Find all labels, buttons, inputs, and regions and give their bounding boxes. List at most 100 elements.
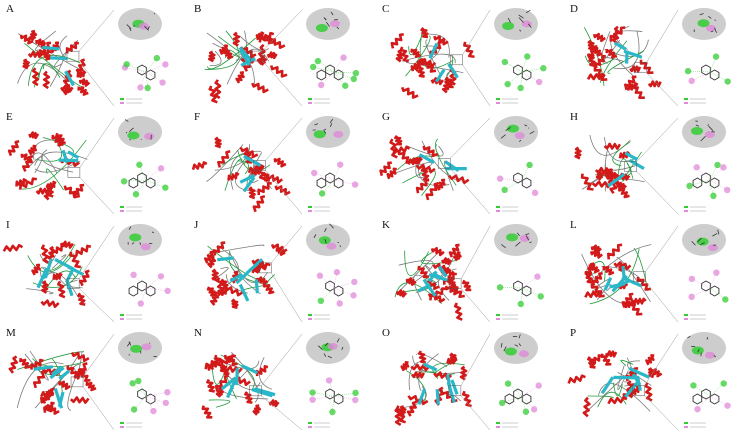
panel-e: E: [2, 110, 190, 218]
zoom-line-bottom: [262, 60, 303, 107]
protein-cartoon: [581, 243, 652, 316]
protein-cartoon: [191, 136, 291, 213]
docking-view: [2, 326, 190, 434]
zoom-line-top: [646, 9, 679, 63]
panel-f: F: [190, 110, 378, 218]
zoom-line-top: [82, 333, 115, 378]
panel-p: P: [566, 326, 754, 434]
interaction-diagram: [308, 268, 358, 320]
panel-label: G: [382, 111, 390, 123]
panel-label: O: [382, 327, 390, 339]
panel-label: H: [570, 111, 578, 123]
zoom-line-bottom: [460, 395, 491, 431]
zoom-line-top: [261, 333, 303, 386]
panel-label: B: [194, 3, 202, 15]
binding-pocket-box: [634, 62, 647, 73]
protein-cartoon: [583, 25, 662, 99]
interaction-diagram: [684, 269, 729, 320]
zoom-line-bottom: [79, 177, 115, 215]
pocket-surface: [494, 224, 538, 256]
zoom-line-bottom: [645, 281, 679, 323]
binding-pocket-box: [624, 161, 637, 172]
zoom-line-top: [79, 117, 115, 168]
panel-i: I: [2, 218, 190, 326]
panel-c: C: [378, 2, 566, 110]
panel-label: C: [382, 3, 390, 15]
interaction-diagram: [120, 161, 169, 212]
binding-pocket-box: [632, 385, 645, 396]
protein-cartoon: [204, 30, 288, 104]
binding-pocket-box: [448, 278, 462, 290]
binding-pocket-box: [450, 54, 463, 66]
zoom-line-top: [462, 9, 491, 55]
docking-view: [2, 218, 190, 326]
zoom-line-top: [262, 9, 303, 52]
binding-pocket-box: [633, 271, 646, 282]
protein-cartoon: [394, 350, 472, 427]
zoom-line-top: [271, 225, 303, 264]
binding-pocket-box: [253, 160, 266, 171]
pocket-surface: [494, 332, 538, 364]
zoom-line-bottom: [271, 272, 303, 323]
zoom-line-bottom: [646, 72, 679, 107]
docking-view: [378, 110, 566, 218]
panel-label: N: [194, 327, 202, 339]
panel-n: N: [190, 326, 378, 434]
binding-pocket-box: [66, 278, 80, 289]
zoom-line-bottom: [78, 288, 115, 323]
pocket-surface: [306, 223, 350, 256]
docking-view: [378, 218, 566, 326]
zoom-line-top: [645, 225, 679, 272]
interaction-diagram: [684, 53, 731, 104]
panel-h: H: [566, 110, 754, 218]
interaction-diagram: [496, 273, 544, 320]
zoom-line-top: [265, 117, 303, 161]
protein-cartoon: [8, 350, 97, 415]
docking-view: [566, 2, 754, 110]
panel-o: O: [378, 326, 566, 434]
zoom-line-bottom: [636, 171, 679, 215]
pocket-surface: [682, 332, 726, 364]
docking-view: [566, 218, 754, 326]
panel-label: L: [570, 219, 577, 231]
docking-view: [566, 326, 754, 434]
binding-pocket-box: [437, 158, 451, 169]
protein-cartoon: [2, 240, 92, 309]
interaction-diagram: [308, 161, 359, 212]
protein-cartoon: [567, 350, 663, 418]
pocket-surface: [682, 116, 726, 148]
interaction-diagram: [120, 377, 171, 428]
docking-view: [190, 218, 378, 326]
panel-g: G: [378, 110, 566, 218]
zoom-line-bottom: [460, 288, 491, 323]
binding-pocket-box: [67, 167, 81, 178]
interaction-diagram: [120, 271, 171, 320]
zoom-line-bottom: [462, 64, 491, 107]
pocket-surface: [118, 8, 162, 40]
panel-label: I: [6, 219, 10, 231]
protein-cartoon: [17, 29, 91, 96]
panel-label: M: [6, 327, 16, 339]
zoom-line-top: [450, 117, 491, 159]
protein-cartoon: [394, 243, 472, 321]
docking-view: [190, 110, 378, 218]
protein-cartoon: [390, 27, 475, 99]
docking-view: [190, 2, 378, 110]
panel-label: P: [570, 327, 577, 339]
panel-label: K: [382, 219, 390, 231]
zoom-line-top: [78, 9, 115, 52]
zoom-line-bottom: [265, 170, 303, 215]
protein-cartoon: [201, 352, 280, 419]
zoom-line-top: [636, 117, 679, 162]
pocket-surface: [682, 224, 726, 256]
docking-view: [2, 2, 190, 110]
pocket-surface: [118, 332, 162, 364]
panel-l: L: [566, 218, 754, 326]
protein-cartoon: [574, 135, 645, 199]
protein-cartoon: [203, 241, 288, 309]
panel-m: M: [2, 326, 190, 434]
interaction-diagram: [120, 54, 169, 104]
binding-pocket-box: [66, 50, 80, 62]
binding-pocket-box: [448, 385, 462, 396]
